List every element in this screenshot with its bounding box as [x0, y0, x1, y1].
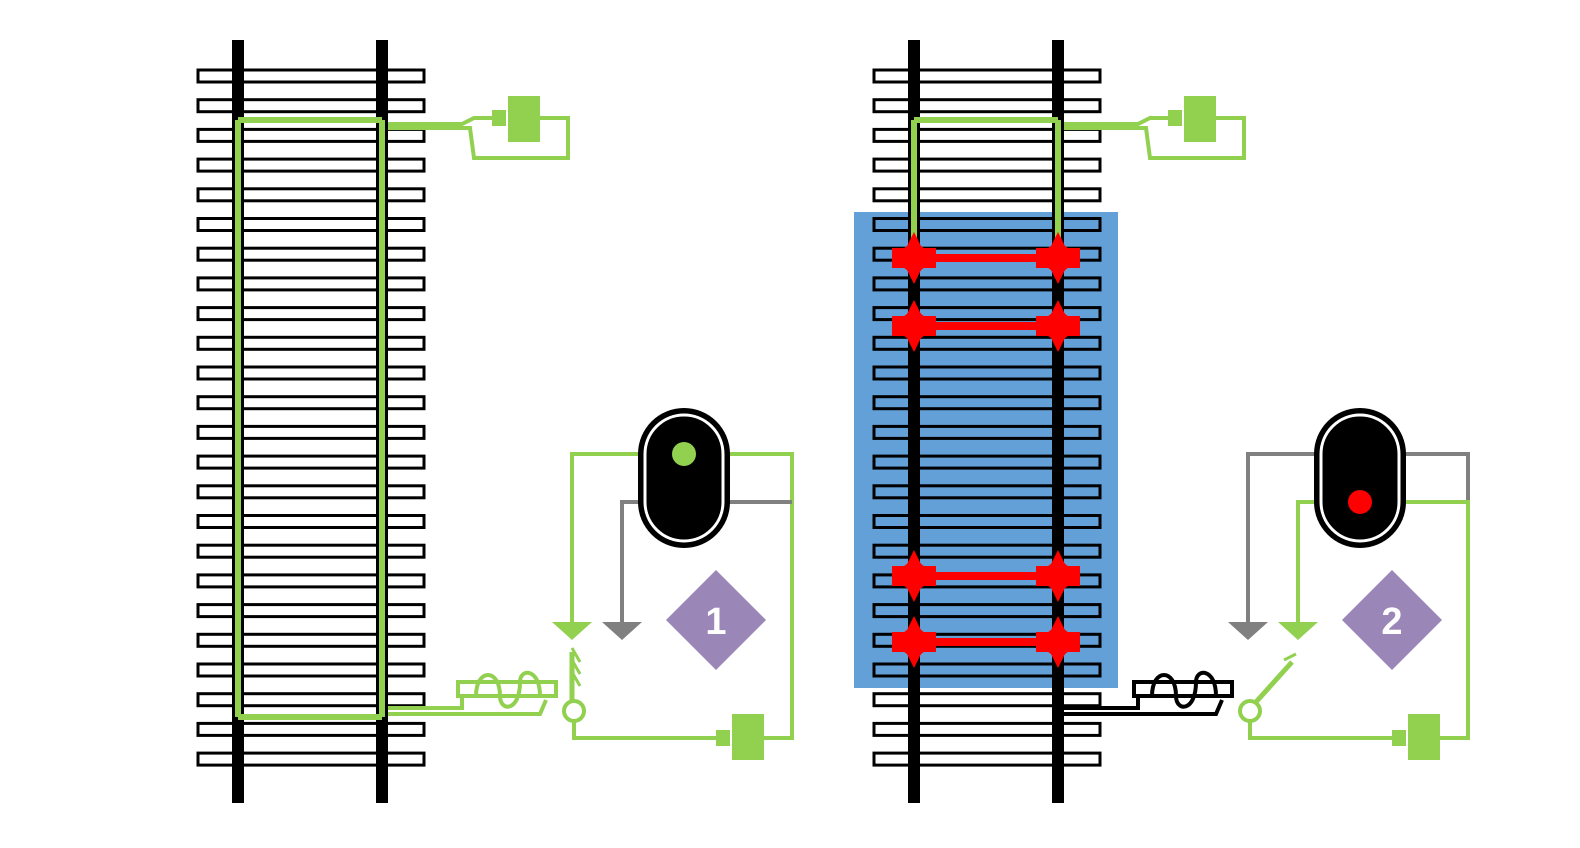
feed-wiring [388, 116, 570, 160]
sleeper [196, 217, 426, 232]
sleeper [196, 335, 426, 351]
badge-label: 1 [705, 601, 726, 643]
sleeper [196, 365, 426, 381]
green-terminal-arrow [1278, 622, 1318, 640]
gray-terminal-arrow [1228, 622, 1268, 640]
sleeper [872, 187, 1102, 203]
battery-icon [1168, 96, 1216, 142]
sleeper [872, 98, 1102, 114]
axle-shunt [914, 322, 1058, 330]
wheel-hub [1044, 244, 1072, 272]
sleeper [196, 692, 426, 708]
wheel-hub [900, 312, 928, 340]
sleeper [872, 484, 1102, 500]
sleeper [196, 632, 426, 648]
sleeper [196, 603, 426, 619]
sleeper [872, 68, 1102, 84]
sleeper [872, 365, 1102, 381]
signal-head-icon [1314, 408, 1406, 548]
sleeper [872, 424, 1102, 440]
relay-contact-icon [562, 647, 586, 723]
battery-icon [492, 96, 540, 142]
panel-track-clear: 1 [196, 40, 794, 803]
axle-shunt [914, 254, 1058, 262]
battery-icon [1392, 714, 1440, 760]
sleeper [196, 246, 426, 262]
sleeper [196, 573, 426, 589]
sleeper [196, 454, 426, 470]
sleeper [872, 662, 1102, 678]
sleeper [196, 395, 426, 411]
occupied-sleepers [872, 217, 1102, 678]
feed-wiring [1064, 116, 1246, 160]
relay-coil-icon [456, 670, 558, 709]
sleeper [196, 751, 426, 767]
sleeper [872, 721, 1102, 737]
panel-track-occupied: 2 [854, 40, 1470, 803]
sleeper [196, 484, 426, 500]
train-axles [892, 232, 1080, 668]
sleeper [872, 603, 1102, 619]
sleeper [872, 751, 1102, 767]
sleeper [196, 127, 426, 143]
sleeper [872, 157, 1102, 173]
signal-wiring [1246, 452, 1470, 740]
sleeper [872, 217, 1102, 232]
sleeper [872, 692, 1102, 708]
wheel-hub [1044, 628, 1072, 656]
sleeper [196, 543, 426, 559]
sleeper [196, 98, 426, 114]
sleeper [872, 335, 1102, 351]
axle-shunt [914, 638, 1058, 646]
sleeper [872, 127, 1102, 143]
sleeper [872, 276, 1102, 292]
sleeper [872, 454, 1102, 470]
sleeper [872, 543, 1102, 559]
signal-red-lamp [1348, 490, 1372, 514]
diamond-badge-icon [1342, 570, 1442, 670]
wheel-hub [1044, 312, 1072, 340]
sleeper [196, 187, 426, 203]
sleeper [196, 424, 426, 440]
battery-icon [716, 714, 764, 760]
sleeper [196, 721, 426, 737]
sleeper [196, 514, 426, 529]
relay-wiring [388, 696, 548, 716]
sleeper [196, 68, 426, 84]
relay-contact-icon [1238, 652, 1297, 723]
gray-terminal-arrow [602, 622, 642, 640]
sleeper [196, 157, 426, 173]
sleepers [196, 68, 426, 767]
sleeper [872, 514, 1102, 529]
sleeper [196, 662, 426, 678]
green-terminal-arrow [552, 622, 592, 640]
axle-shunt [914, 572, 1058, 580]
sleeper [196, 306, 426, 322]
scenario-badge: 1 [666, 570, 766, 670]
wheel-hub [900, 628, 928, 656]
diamond-badge-icon [666, 570, 766, 670]
relay-coil-icon [1132, 670, 1234, 709]
signal-head-icon [638, 408, 730, 548]
scenario-badge: 2 [1342, 570, 1442, 670]
signal-green-lamp [672, 442, 696, 466]
sleeper [872, 306, 1102, 322]
sleeper [196, 276, 426, 292]
track-current-loop [235, 117, 385, 720]
badge-label: 2 [1381, 601, 1402, 643]
wheel-hub [1044, 562, 1072, 590]
sleeper [872, 632, 1102, 648]
relay-wiring [1064, 696, 1224, 716]
wheel-hub [900, 244, 928, 272]
sleeper [872, 395, 1102, 411]
wheel-hub [900, 562, 928, 590]
signal-wiring [570, 452, 794, 740]
